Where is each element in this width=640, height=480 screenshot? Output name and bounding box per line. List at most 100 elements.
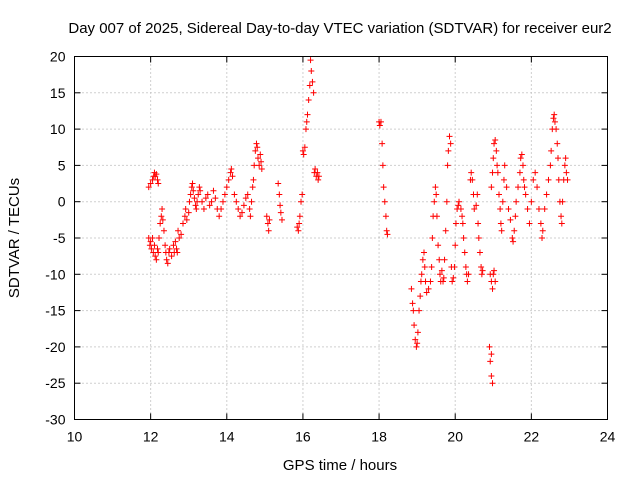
data-point: [543, 191, 550, 198]
data-point: [162, 242, 169, 249]
data-point: [228, 166, 235, 173]
data-point: [478, 271, 485, 278]
data-point: [249, 184, 256, 191]
data-point: [445, 147, 452, 154]
x-tick-label: 12: [143, 429, 159, 445]
data-point: [420, 249, 427, 256]
data-point: [498, 227, 505, 234]
data-point: [227, 169, 234, 176]
data-point: [178, 231, 185, 238]
data-point: [474, 191, 481, 198]
chart-grid: [74, 56, 608, 420]
data-point: [562, 155, 569, 162]
data-point: [210, 187, 217, 194]
data-point: [545, 176, 552, 183]
data-point: [195, 191, 202, 198]
data-point: [148, 245, 155, 252]
data-point: [509, 235, 516, 241]
data-point: [491, 140, 498, 147]
data-point: [457, 205, 464, 212]
data-point: [231, 191, 238, 198]
data-point: [315, 173, 322, 180]
data-point: [303, 118, 310, 125]
data-point: [491, 267, 498, 274]
data-point: [554, 140, 561, 147]
data-point: [451, 264, 458, 271]
data-point: [193, 205, 200, 212]
data-point: [547, 162, 554, 169]
data-point: [159, 216, 166, 223]
data-point: [459, 220, 466, 227]
data-point: [417, 293, 424, 300]
data-point: [471, 205, 478, 212]
data-point: [539, 235, 546, 241]
data-point: [206, 202, 213, 209]
data-point: [462, 264, 469, 271]
data-point: [173, 245, 180, 252]
y-tick-label: 20: [50, 49, 66, 65]
data-point: [512, 213, 519, 220]
data-point: [196, 184, 203, 191]
data-point: [414, 329, 421, 336]
data-point: [237, 213, 244, 220]
y-tick-label: 10: [50, 121, 66, 137]
data-point: [221, 191, 228, 198]
data-point: [532, 169, 539, 176]
data-point: [275, 180, 282, 187]
x-tick-label: 10: [67, 429, 83, 445]
data-point: [490, 271, 497, 278]
data-point: [490, 155, 497, 162]
data-point: [304, 111, 311, 118]
data-point: [492, 136, 499, 143]
data-point: [379, 162, 386, 169]
data-point: [459, 213, 466, 220]
y-tick-label: 5: [58, 157, 66, 173]
data-point: [299, 191, 306, 198]
y-tick-label: -5: [53, 230, 66, 246]
data-point: [537, 220, 544, 227]
data-point: [449, 278, 456, 285]
data-point: [497, 205, 504, 212]
data-point: [456, 198, 463, 205]
data-point: [182, 205, 189, 212]
data-point: [300, 151, 307, 158]
data-point: [436, 271, 443, 278]
data-point: [164, 260, 171, 267]
data-point: [507, 216, 514, 223]
data-point: [440, 274, 447, 281]
data-point: [155, 180, 162, 187]
data-point: [299, 147, 306, 154]
data-point: [166, 245, 173, 252]
data-point: [379, 140, 386, 147]
data-point: [298, 198, 305, 205]
data-point: [190, 187, 197, 194]
data-point: [256, 162, 263, 169]
y-tick-label: 15: [50, 85, 66, 101]
data-point: [176, 235, 183, 241]
data-point: [152, 253, 159, 260]
data-point: [186, 198, 193, 205]
data-point: [264, 220, 271, 227]
data-point: [183, 216, 190, 223]
data-point: [157, 220, 164, 227]
x-tick-label: 16: [295, 429, 311, 445]
data-point: [413, 343, 420, 350]
data-point: [302, 126, 309, 133]
data-point: [185, 209, 192, 216]
data-point: [163, 256, 170, 263]
data-point: [192, 202, 199, 209]
data-point: [170, 242, 177, 249]
data-point: [521, 184, 528, 191]
data-point: [465, 271, 472, 278]
y-tick-label: -15: [45, 303, 65, 319]
data-point: [475, 220, 482, 227]
data-point: [165, 249, 172, 256]
chart-marks: [145, 57, 571, 387]
data-point: [530, 176, 537, 183]
data-point: [189, 180, 196, 187]
data-point: [219, 198, 226, 205]
data-point: [433, 213, 440, 220]
data-point: [147, 180, 154, 187]
data-point: [187, 191, 194, 198]
data-point: [225, 176, 232, 183]
